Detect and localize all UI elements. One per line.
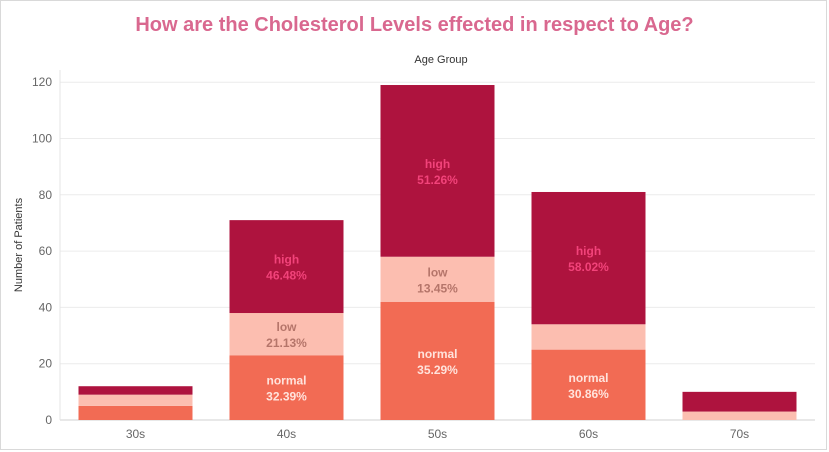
bar-normal-60s — [531, 349, 646, 420]
y-tick-label: 80 — [39, 188, 53, 202]
segment-percent-label: 58.02% — [568, 260, 609, 274]
y-tick-label: 40 — [39, 300, 53, 314]
x-tick-label: 50s — [428, 427, 447, 441]
bars: normal 32.39% low 21.13% high 46.48% normal 35.… — [78, 85, 797, 420]
y-tick-label: 60 — [39, 244, 53, 258]
x-tick-label: 60s — [579, 427, 598, 441]
bar-high-50s — [380, 85, 495, 257]
segment-name-label: high — [576, 244, 601, 258]
segment-percent-label: 46.48% — [266, 269, 307, 283]
y-axis-ticks: 0 20 40 60 80 100 120 — [32, 75, 52, 427]
segment-name-label: normal — [568, 371, 608, 385]
y-axis-label: Number of Patients — [13, 197, 25, 292]
x-tick-label: 40s — [277, 427, 296, 441]
y-tick-label: 0 — [45, 413, 52, 427]
age-group-label: Age Group — [414, 54, 467, 66]
segment-name-label: high — [425, 157, 450, 171]
bar-low-60s — [531, 324, 646, 350]
segment-name-label: normal — [417, 347, 457, 361]
segment-percent-label: 35.29% — [417, 363, 458, 377]
segment-name-label: normal — [266, 374, 306, 388]
chart-title: How are the Cholesterol Levels effected … — [135, 14, 694, 36]
x-axis-ticks: 30s 40s 50s 60s 70s — [126, 427, 749, 441]
bar-high-40s — [229, 220, 344, 314]
segment-percent-label: 51.26% — [417, 173, 458, 187]
x-tick-label: 30s — [126, 427, 145, 441]
x-tick-label: 70s — [730, 427, 749, 441]
segment-percent-label: 30.86% — [568, 387, 609, 401]
y-tick-label: 120 — [32, 75, 52, 89]
bar-low-30s — [78, 394, 193, 406]
bar-high-60s — [531, 191, 646, 325]
bar-normal-30s — [78, 405, 193, 420]
bar-high-30s — [78, 386, 193, 395]
bar-low-70s — [682, 411, 797, 420]
bar-normal-40s — [229, 355, 344, 420]
segment-name-label: low — [277, 320, 298, 334]
bar-normal-50s — [380, 301, 495, 420]
segment-percent-label: 32.39% — [266, 390, 307, 404]
segment-name-label: low — [428, 265, 449, 279]
segment-percent-label: 13.45% — [417, 281, 458, 295]
bar-low-40s — [229, 313, 344, 356]
segment-name-label: high — [274, 253, 299, 267]
segment-percent-label: 21.13% — [266, 336, 307, 350]
bar-high-70s — [682, 391, 797, 412]
bar-low-50s — [380, 256, 495, 302]
y-tick-label: 20 — [39, 357, 53, 371]
y-tick-label: 100 — [32, 132, 52, 146]
